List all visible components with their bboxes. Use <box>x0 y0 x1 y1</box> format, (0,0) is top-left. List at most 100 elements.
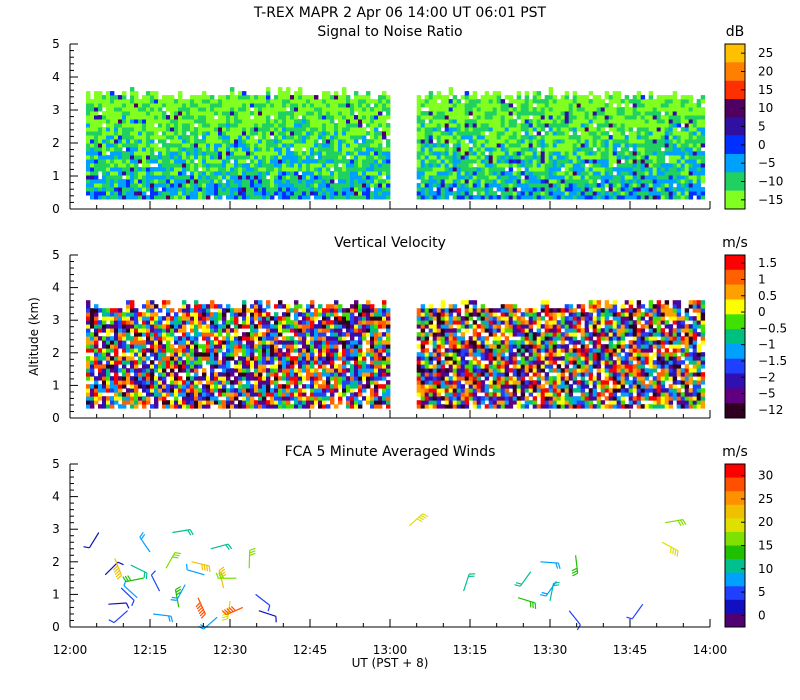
heatmap-cell <box>114 344 119 349</box>
heatmap-cell <box>568 155 574 160</box>
heatmap-cell <box>552 187 558 192</box>
heatmap-cell <box>258 400 263 405</box>
heatmap-cell <box>174 195 179 200</box>
heatmap-cell <box>126 195 131 200</box>
heatmap-cell <box>170 316 175 321</box>
heatmap-cell <box>616 195 622 200</box>
heatmap-cell <box>290 183 295 188</box>
heatmap-cell <box>512 147 518 152</box>
heatmap-cell <box>142 191 147 196</box>
heatmap-cell <box>218 119 223 124</box>
heatmap-cell <box>362 187 367 192</box>
heatmap-cell <box>516 191 522 196</box>
heatmap-cell <box>452 119 458 124</box>
heatmap-cell <box>656 171 662 176</box>
heatmap-cell <box>202 384 207 389</box>
heatmap-cell <box>416 107 422 112</box>
heatmap-cell <box>318 155 323 160</box>
heatmap-cell <box>266 316 271 321</box>
heatmap-cell <box>94 171 99 176</box>
heatmap-cell <box>668 119 674 124</box>
heatmap-cell <box>194 127 199 132</box>
heatmap-cell <box>496 119 502 124</box>
heatmap-cell <box>436 195 442 200</box>
heatmap-cell <box>620 131 626 136</box>
heatmap-cell <box>306 163 311 168</box>
heatmap-cell <box>146 332 151 337</box>
heatmap-cell <box>238 91 243 96</box>
heatmap-cell <box>206 400 211 405</box>
heatmap-cell <box>302 139 307 144</box>
heatmap-cell <box>134 400 139 405</box>
heatmap-cell <box>612 195 618 200</box>
heatmap-cell <box>234 340 239 345</box>
heatmap-cell <box>254 360 259 365</box>
heatmap-cell <box>110 328 115 333</box>
heatmap-cell <box>326 99 331 104</box>
heatmap-cell <box>154 336 159 341</box>
heatmap-cell <box>114 368 119 373</box>
heatmap-cell <box>314 191 319 196</box>
heatmap-cell <box>346 131 351 136</box>
heatmap-cell <box>672 127 678 132</box>
heatmap-cell <box>556 139 562 144</box>
heatmap-cell <box>230 396 235 401</box>
heatmap-cell <box>170 111 175 116</box>
heatmap-cell <box>262 131 267 136</box>
heatmap-cell <box>142 179 147 184</box>
heatmap-cell <box>652 191 658 196</box>
heatmap-cell <box>322 131 327 136</box>
heatmap-cell <box>460 175 466 180</box>
heatmap-cell <box>624 99 630 104</box>
heatmap-cell <box>378 119 383 124</box>
heatmap-cell <box>150 175 155 180</box>
heatmap-cell <box>536 175 542 180</box>
heatmap-cell <box>110 155 115 160</box>
heatmap-cell <box>358 127 363 132</box>
heatmap-cell <box>154 147 159 152</box>
heatmap-cell <box>266 195 271 200</box>
heatmap-cell <box>660 103 666 108</box>
heatmap-cell <box>98 103 103 108</box>
heatmap-cell <box>440 159 446 164</box>
heatmap-cell <box>110 131 115 136</box>
heatmap-cell <box>282 171 287 176</box>
heatmap-cell <box>162 99 167 104</box>
heatmap-cell <box>362 127 367 132</box>
heatmap-cell <box>680 183 686 188</box>
heatmap-cell <box>182 332 187 337</box>
heatmap-cell <box>596 147 602 152</box>
heatmap-cell <box>334 135 339 140</box>
heatmap-cell <box>182 320 187 325</box>
heatmap-cell <box>262 308 267 313</box>
heatmap-cell <box>512 139 518 144</box>
heatmap-cell <box>592 183 598 188</box>
heatmap-cell <box>186 151 191 156</box>
heatmap-cell <box>672 191 678 196</box>
heatmap-cell <box>432 195 438 200</box>
heatmap-cell <box>278 119 283 124</box>
heatmap-cell <box>158 115 163 120</box>
heatmap-cell <box>370 163 375 168</box>
heatmap-cell <box>472 171 478 176</box>
heatmap-cell <box>210 175 215 180</box>
heatmap-cell <box>202 131 207 136</box>
heatmap-cell <box>468 127 474 132</box>
heatmap-cell <box>306 135 311 140</box>
heatmap-cell <box>544 111 550 116</box>
heatmap-cell <box>588 131 594 136</box>
heatmap-cell <box>142 187 147 192</box>
heatmap-cell <box>266 135 271 140</box>
heatmap-cell <box>102 364 107 369</box>
heatmap-cell <box>266 360 271 365</box>
heatmap-cell <box>262 191 267 196</box>
heatmap-cell <box>254 103 259 108</box>
heatmap-cell <box>182 316 187 321</box>
heatmap-cell <box>202 376 207 381</box>
heatmap-cell <box>692 191 698 196</box>
heatmap-cell <box>672 179 678 184</box>
heatmap-cell <box>210 392 215 397</box>
heatmap-cell <box>194 328 199 333</box>
heatmap-cell <box>162 135 167 140</box>
heatmap-cell <box>226 352 231 357</box>
